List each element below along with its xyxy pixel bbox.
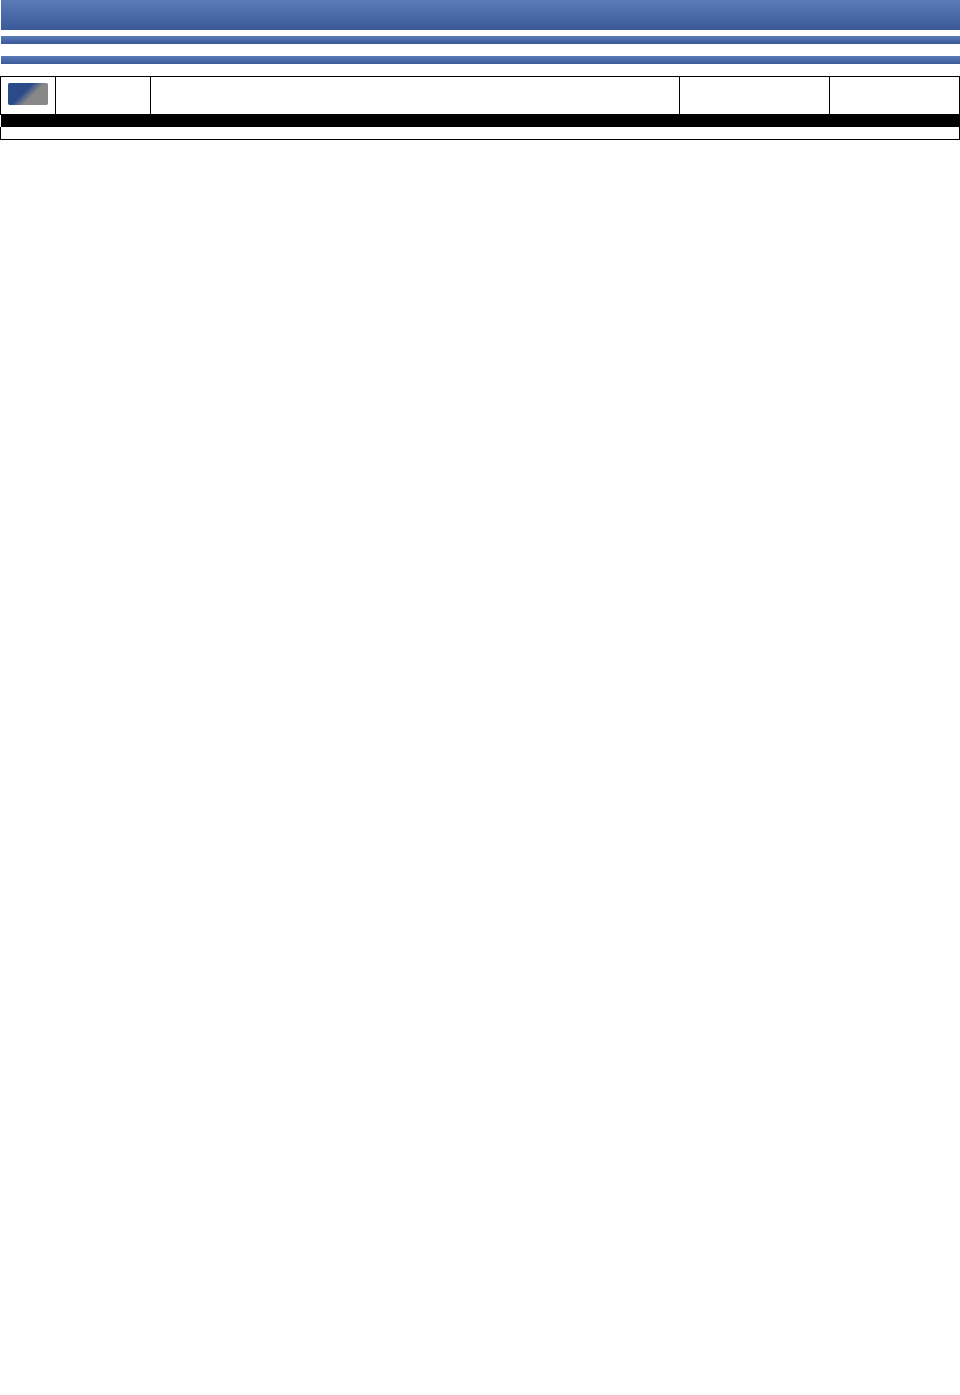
hdr-eur bbox=[830, 0, 960, 30]
hdr-kod bbox=[56, 0, 151, 30]
prisl-row bbox=[1, 77, 960, 115]
prisl-header-row bbox=[1, 64, 960, 77]
prisl-eur bbox=[830, 77, 960, 115]
prisl-header bbox=[1, 64, 960, 77]
prisl-desc bbox=[151, 77, 680, 115]
prisl-img bbox=[1, 77, 56, 115]
section-invertory bbox=[1, 36, 960, 44]
table-header bbox=[1, 0, 960, 30]
prisl-kod bbox=[56, 77, 151, 115]
section-invertory-title bbox=[56, 36, 960, 44]
page-footer bbox=[0, 140, 960, 168]
section-migmag-title bbox=[56, 56, 960, 64]
volitelne-header bbox=[1, 44, 960, 56]
section-migmag bbox=[1, 56, 960, 64]
note-black-row bbox=[1, 115, 960, 128]
product-icon bbox=[8, 83, 48, 105]
hdr-img bbox=[1, 0, 56, 30]
hdr-czk bbox=[680, 0, 830, 30]
note-white bbox=[1, 127, 960, 140]
volitelne-header-row bbox=[1, 44, 960, 56]
note-white-row bbox=[1, 127, 960, 140]
prisl-czk bbox=[680, 77, 830, 115]
hdr-desc bbox=[151, 0, 680, 30]
note-black bbox=[1, 115, 960, 128]
